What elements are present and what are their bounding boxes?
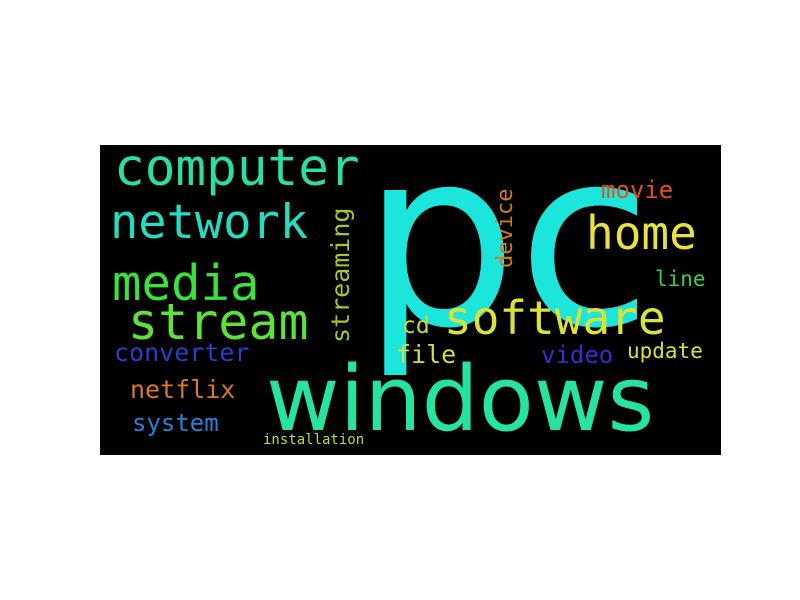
- word-computer: computer: [114, 145, 360, 198]
- word-installation: installation: [263, 432, 365, 448]
- word-converter: converter: [114, 338, 250, 367]
- word-system: system: [132, 409, 219, 437]
- word-pc: pc: [362, 145, 653, 382]
- word-movie: movie: [601, 176, 674, 204]
- word-file: file: [396, 340, 457, 369]
- word-software: software: [444, 291, 666, 345]
- word-video: video: [541, 341, 614, 369]
- word-home: home: [586, 206, 697, 260]
- word-network: network: [110, 195, 309, 250]
- word-media: media: [112, 255, 260, 312]
- word-cd: cd: [402, 313, 430, 339]
- word-line: line: [655, 267, 706, 291]
- word-netflix: netflix: [130, 375, 236, 404]
- word-update: update: [627, 339, 703, 363]
- word-stream: stream: [128, 293, 309, 351]
- word-streaming: streaming: [326, 207, 355, 343]
- word-cloud: pc windows computer network media stream…: [100, 145, 721, 455]
- word-device: device: [493, 188, 518, 268]
- word-windows: windows: [266, 347, 655, 452]
